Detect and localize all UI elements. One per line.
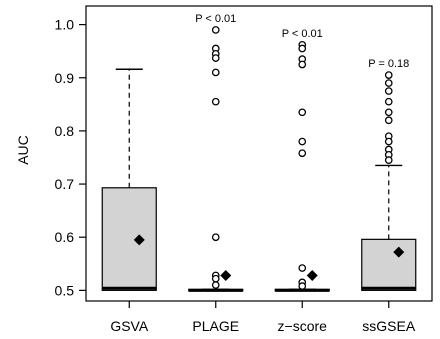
outlier-point <box>211 274 220 283</box>
outlier-point <box>298 137 307 146</box>
x-tick-label: PLAGE <box>192 318 239 334</box>
box-group: P < 0.01 <box>188 13 244 292</box>
mean-marker <box>133 234 145 246</box>
p-value-label: P < 0.01 <box>282 28 323 40</box>
outlier-point <box>384 116 393 125</box>
y-axis: 0.5 0.6 0.7 0.8 0.9 1.0 <box>55 17 86 298</box>
y-tick-label: 0.9 <box>55 70 75 86</box>
x-tick-label: z−score <box>278 318 328 334</box>
y-axis-title: AUC <box>15 135 31 165</box>
box <box>361 238 417 291</box>
y-tick-label: 0.6 <box>55 229 75 245</box>
plot-frame <box>85 5 433 302</box>
outlier-point <box>384 97 393 106</box>
outlier-point <box>298 60 307 69</box>
y-tick-label: 1.0 <box>55 17 75 33</box>
y-tick-label: 0.7 <box>55 176 75 192</box>
outlier-point <box>211 26 220 34</box>
outlier-point <box>298 44 307 53</box>
mean-marker <box>393 246 405 258</box>
outlier-point <box>384 108 393 117</box>
p-value-label: P = 0.18 <box>368 58 409 70</box>
outlier-point <box>384 79 393 87</box>
box-group <box>101 68 157 291</box>
box <box>101 187 157 291</box>
outlier-point <box>384 71 393 79</box>
outlier-point <box>211 68 220 77</box>
outlier-point <box>298 108 307 117</box>
y-tick-label: 0.5 <box>55 282 75 298</box>
mean-marker <box>306 269 318 281</box>
box-series: P < 0.01 P < 0.01 P = 0.18 <box>101 13 417 292</box>
outlier-point <box>298 264 307 272</box>
outlier-point <box>384 87 393 95</box>
outlier-point <box>384 156 393 164</box>
y-tick-label: 0.8 <box>55 123 75 139</box>
outlier-point <box>298 282 307 290</box>
box-group: P = 0.18 <box>361 58 417 291</box>
x-tick-label: GSVA <box>110 318 149 334</box>
mean-marker <box>220 269 232 281</box>
outlier-point <box>211 54 220 62</box>
x-tick-label: ssGSEA <box>362 318 416 334</box>
outlier-point <box>298 149 307 158</box>
outlier-point <box>211 281 220 289</box>
x-axis: GSVA PLAGE z−score ssGSEA <box>110 301 416 334</box>
outlier-point <box>384 137 393 146</box>
box-group: P < 0.01 <box>274 28 330 292</box>
outlier-point <box>211 233 220 242</box>
outlier-point <box>211 97 220 106</box>
p-value-label: P < 0.01 <box>195 13 236 25</box>
